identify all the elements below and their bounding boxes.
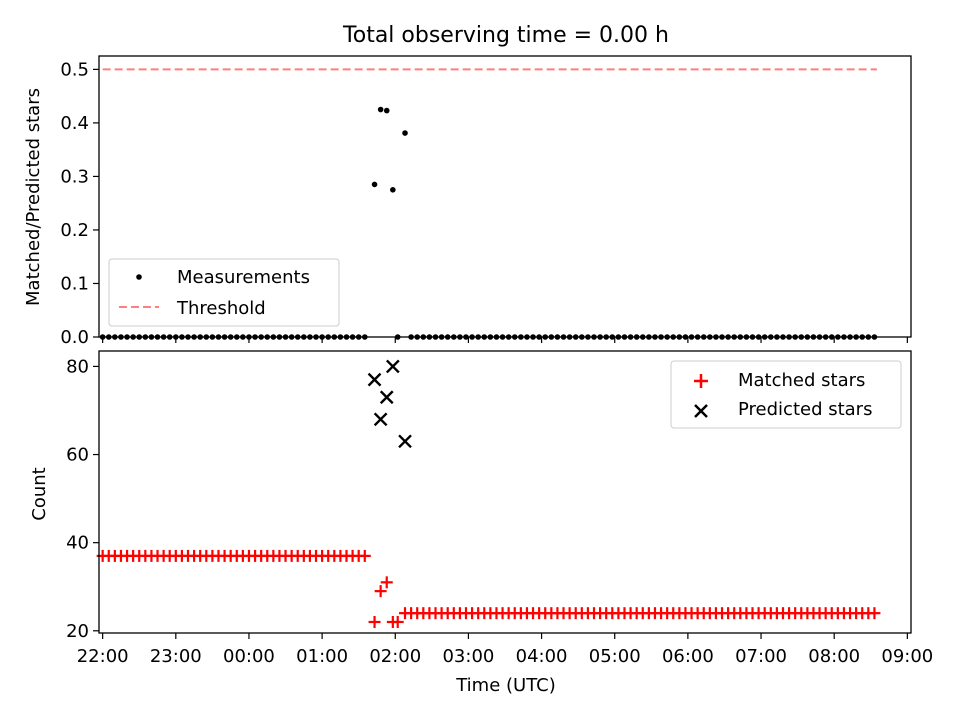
x-tick-label: 22:00 bbox=[77, 646, 129, 667]
x-tick-label: 05:00 bbox=[589, 646, 641, 667]
top-y-tick-label: 0.5 bbox=[60, 59, 89, 80]
top-y-tick-label: 0.0 bbox=[60, 327, 89, 348]
chart-title: Total observing time = 0.00 h bbox=[342, 23, 669, 48]
legend-predicted-marker bbox=[694, 404, 708, 418]
matched-star-point bbox=[374, 585, 387, 598]
matched-star-point bbox=[391, 615, 404, 628]
top-y-tick-label: 0.1 bbox=[60, 273, 89, 294]
bottom-y-tick-label: 20 bbox=[66, 621, 89, 642]
x-tick-label: 07:00 bbox=[735, 646, 787, 667]
bottom-y-tick-label: 80 bbox=[66, 356, 89, 377]
legend-matched-label: Matched stars bbox=[738, 370, 865, 391]
x-axis-label: Time (UTC) bbox=[455, 675, 556, 696]
x-tick-label: 01:00 bbox=[296, 646, 348, 667]
matched-star-point bbox=[380, 576, 393, 589]
bottom-legend-box bbox=[670, 360, 902, 429]
x-tick-label: 23:00 bbox=[150, 646, 202, 667]
bottom-y-tick-label: 60 bbox=[66, 445, 89, 466]
matched-star-point bbox=[868, 607, 881, 620]
x-tick-label: 03:00 bbox=[442, 646, 494, 667]
bottom-y-axis-label: Count bbox=[29, 467, 50, 520]
bottom-plot-area bbox=[96, 359, 881, 628]
top-y-axis: 0.0 0.1 0.2 0.3 0.4 0.5 bbox=[60, 59, 99, 348]
predicted-star-point bbox=[385, 359, 400, 374]
top-axes-frame bbox=[98, 55, 912, 338]
top-plot-area bbox=[99, 68, 878, 340]
top-y-tick-label: 0.4 bbox=[60, 113, 89, 134]
predicted-star-point bbox=[367, 372, 382, 387]
measurement-point bbox=[371, 181, 378, 188]
measurement-point bbox=[383, 107, 390, 114]
legend-measurements-marker bbox=[136, 274, 142, 280]
x-tick-label: 06:00 bbox=[662, 646, 714, 667]
bottom-x-axis: 22:00 23:00 00:00 01:00 02:00 03:00 04:00 05:00… bbox=[77, 633, 933, 667]
legend-measurements-label: Measurements bbox=[177, 267, 310, 288]
x-tick-label: 08:00 bbox=[808, 646, 860, 667]
bottom-y-tick-label: 40 bbox=[66, 533, 89, 554]
top-y-tick-label: 0.3 bbox=[60, 166, 89, 187]
x-tick-label: 00:00 bbox=[223, 646, 275, 667]
legend-threshold-label: Threshold bbox=[176, 298, 266, 319]
bottom-y-axis: 20 40 60 80 bbox=[66, 356, 99, 642]
legend-predicted-label: Predicted stars bbox=[738, 399, 872, 420]
legend-matched-marker bbox=[694, 374, 708, 388]
predicted-star-point bbox=[373, 412, 388, 427]
top-legend-box bbox=[108, 258, 340, 327]
predicted-star-point bbox=[379, 390, 394, 405]
top-x-axis bbox=[102, 337, 908, 343]
top-y-tick-label: 0.2 bbox=[60, 220, 89, 241]
bottom-axes-frame bbox=[98, 350, 912, 634]
x-tick-label: 02:00 bbox=[369, 646, 421, 667]
measurement-point bbox=[390, 187, 396, 193]
top-legend: Measurements Threshold bbox=[108, 258, 340, 327]
x-tick-label: 04:00 bbox=[516, 646, 568, 667]
matched-star-point bbox=[358, 549, 371, 562]
measurement-point bbox=[377, 106, 384, 113]
measurement-point bbox=[402, 130, 408, 136]
top-y-axis-label: Matched/Predicted stars bbox=[23, 88, 44, 306]
matched-star-point bbox=[368, 615, 381, 628]
x-tick-label: 09:00 bbox=[881, 646, 933, 667]
bottom-legend: Matched stars Predicted stars bbox=[670, 360, 902, 429]
predicted-star-point bbox=[398, 434, 412, 449]
